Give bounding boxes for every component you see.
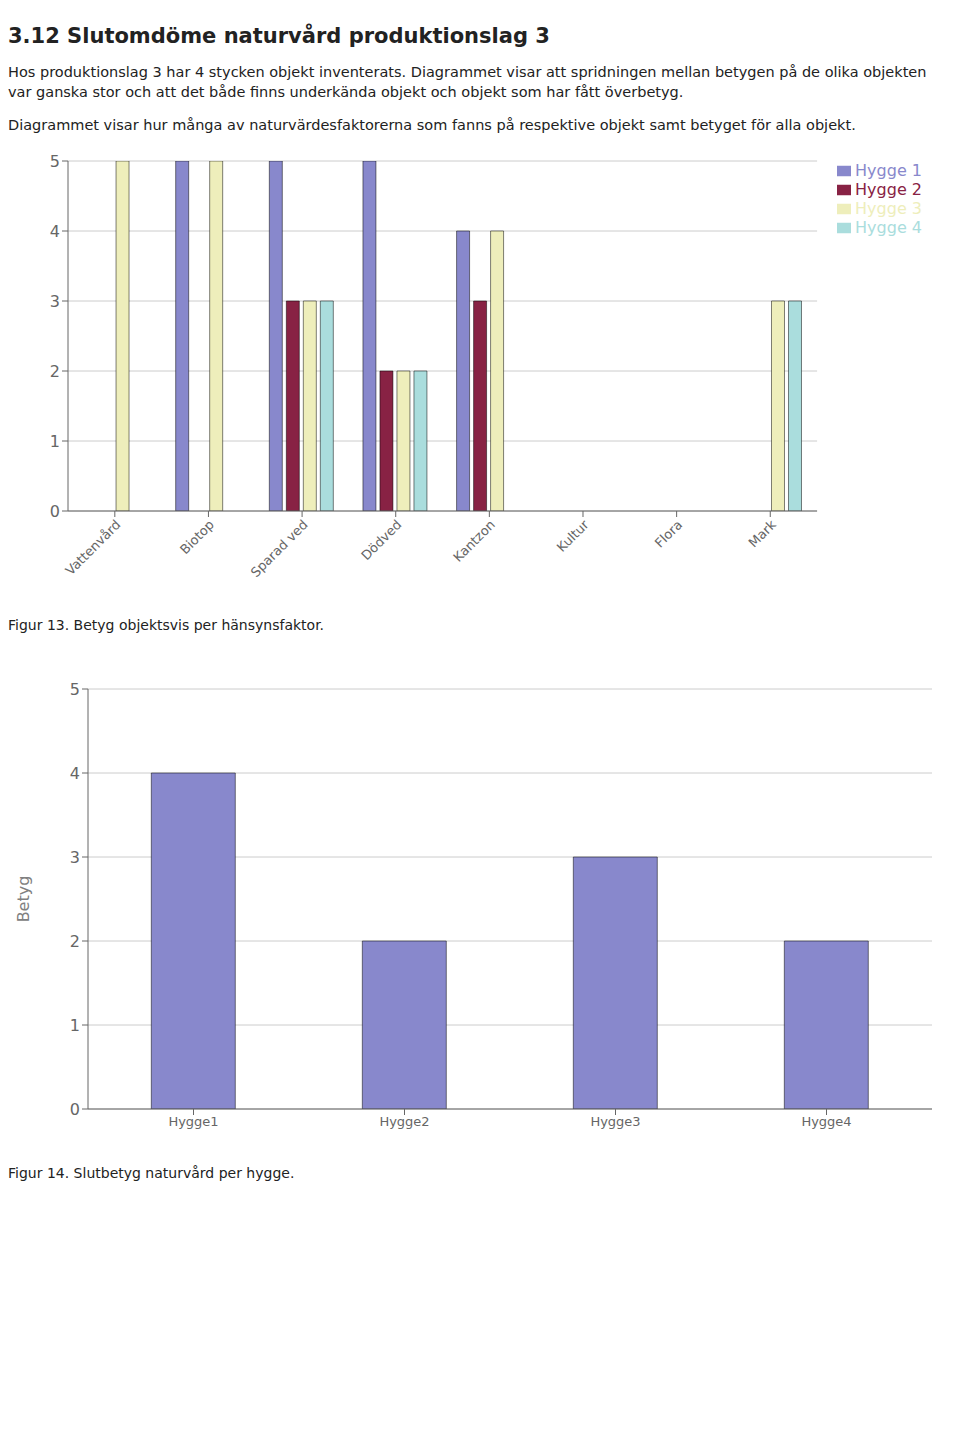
html-text:Hygge 2: Hygge 2 xyxy=(855,179,922,199)
svg-text:Sparad ved: Sparad ved xyxy=(248,517,311,580)
svg-text:2: 2 xyxy=(50,362,60,381)
svg-text:5: 5 xyxy=(50,152,60,171)
svg-text:Kultur: Kultur xyxy=(554,516,592,554)
html-text:Hygge 1: Hygge 1 xyxy=(855,160,922,180)
svg-text:Hygge1: Hygge1 xyxy=(168,1114,218,1129)
svg-text:Flora: Flora xyxy=(652,517,685,550)
svg-text:Betyg: Betyg xyxy=(14,876,33,923)
html-text:Hos produktionslag 3 har 4 sty: Hos produktionslag 3 har 4 stycken objek… xyxy=(8,64,927,101)
svg-text:Dödved: Dödved xyxy=(358,517,404,563)
html-text:Hygge 4: Hygge 4 xyxy=(855,217,922,237)
svg-text:Hygge4: Hygge4 xyxy=(801,1114,851,1129)
svg-text:Mark: Mark xyxy=(746,517,780,551)
svg-text:3: 3 xyxy=(50,292,60,311)
html-text:Hygge 3: Hygge 3 xyxy=(855,198,922,218)
svg-text:Biotop: Biotop xyxy=(177,517,217,557)
svg-text:Kantzon: Kantzon xyxy=(450,517,498,565)
svg-text:Hygge3: Hygge3 xyxy=(590,1114,640,1129)
svg-text:1: 1 xyxy=(50,432,60,451)
svg-text:1: 1 xyxy=(70,1016,80,1035)
svg-text:4: 4 xyxy=(70,764,80,783)
html-text:3.12 Slutomdöme naturvård prod: 3.12 Slutomdöme naturvård produktionslag… xyxy=(8,24,550,48)
svg-text:Hygge2: Hygge2 xyxy=(379,1114,429,1129)
svg-text:5: 5 xyxy=(70,680,80,699)
html-text:Diagrammet visar hur många av: Diagrammet visar hur många av naturvärde… xyxy=(8,116,856,133)
svg-text:0: 0 xyxy=(50,502,60,521)
svg-text:4: 4 xyxy=(50,222,60,241)
html-text:Figur 13. Betyg objektsvis per: Figur 13. Betyg objektsvis per hänsynsfa… xyxy=(8,616,325,633)
html-text:Figur 14. Slutbetyg naturvård: Figur 14. Slutbetyg naturvård per hygge. xyxy=(8,1164,295,1181)
svg-text:0: 0 xyxy=(70,1100,80,1119)
svg-text:Vattenvård: Vattenvård xyxy=(62,517,123,578)
svg-text:3: 3 xyxy=(70,848,80,867)
svg-text:2: 2 xyxy=(70,932,80,951)
